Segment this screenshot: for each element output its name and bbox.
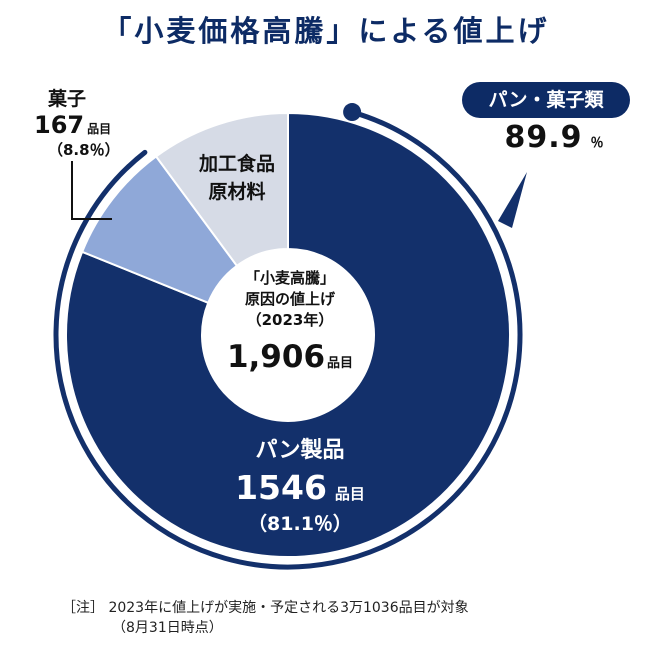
pan-count: 1546	[235, 468, 327, 507]
footnote: ［注］ 2023年に値上げが実施・予定される3万1036品目が対象 （8月31日…	[62, 598, 469, 638]
center-total-unit: 品目	[327, 356, 354, 371]
pan-kashi-share-unit: ％	[590, 136, 604, 151]
kashi-name: 菓子	[48, 88, 87, 110]
center-label: 「小麦高騰」 原因の値上げ （2023年） 1,906 品目	[210, 268, 370, 375]
footnote-line2: （8月31日時点）	[112, 620, 223, 636]
slice-kako	[154, 111, 289, 268]
center-total: 1,906 品目	[210, 339, 370, 375]
kashi-unit: 品目	[87, 122, 112, 136]
pan-kashi-share: 89.9 ％	[484, 120, 624, 155]
pan-kashi-highlight-arc	[53, 109, 523, 570]
kako-line2: 原材料	[208, 181, 266, 203]
center-line3: （2023年）	[246, 311, 334, 329]
pan-percent: （81.1％）	[248, 513, 352, 535]
kashi-leader-line	[71, 161, 112, 220]
kashi-percent: （8.8％）	[48, 141, 120, 159]
slice-pan	[65, 111, 511, 558]
kashi-label: 菓子 167 品目 （8.8％）	[34, 84, 124, 160]
center-total-value: 1,906	[226, 339, 326, 375]
center-line2: 原因の値上げ	[244, 290, 335, 308]
center-line1: 「小麦高騰」	[244, 269, 335, 287]
kako-label: 加工食品 原材料	[182, 150, 292, 206]
pan-kashi-badge: パン・菓子類	[462, 82, 630, 118]
chart-title: 「小麦価格高騰」による値上げ	[102, 14, 550, 48]
footnote-line1: ［注］ 2023年に値上げが実施・予定される3万1036品目が対象	[62, 600, 469, 616]
pan-label: パン製品 1546 品目 （81.1％）	[190, 432, 410, 536]
pan-unit: 品目	[334, 485, 365, 503]
kako-line1: 加工食品	[198, 153, 275, 175]
pan-name: パン製品	[255, 438, 345, 463]
highlight-arc-dot	[343, 103, 362, 122]
highlight-pointer	[498, 172, 527, 228]
pan-count-line: 1546 品目	[190, 468, 410, 507]
kashi-count: 167	[34, 111, 85, 139]
pan-kashi-share-value: 89.9	[504, 120, 583, 155]
